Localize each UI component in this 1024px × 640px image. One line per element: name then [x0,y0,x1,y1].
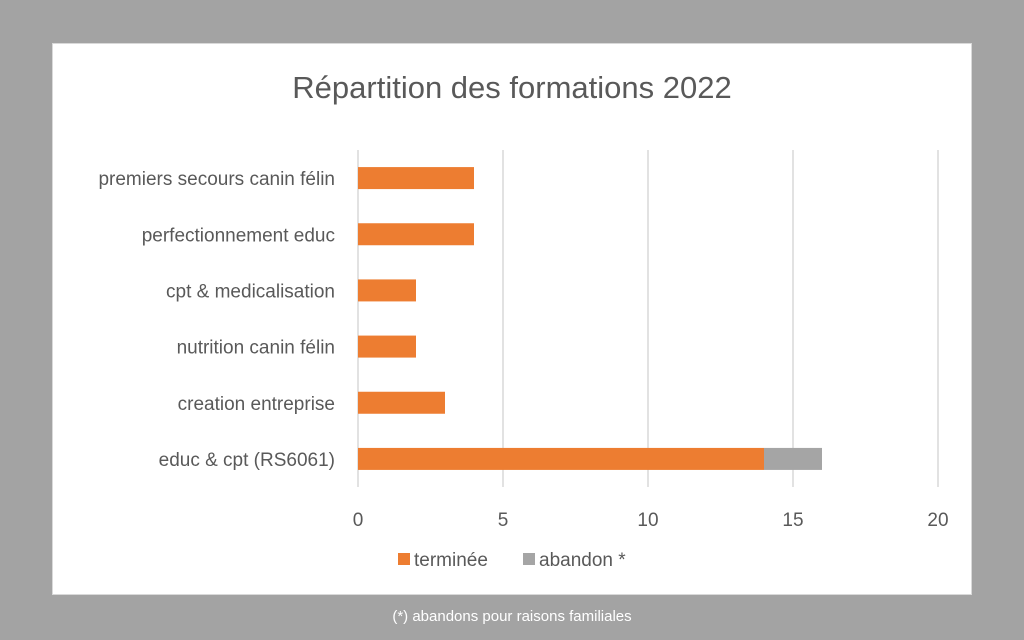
bar-terminee-3 [358,335,416,358]
chart-card [52,43,972,595]
bar-terminee-1 [358,223,474,246]
x-tick-label: 15 [782,510,803,531]
bar-abandon-5 [764,447,822,470]
x-tick-label: 20 [927,510,948,531]
chart-title: Répartition des formations 2022 [292,70,732,105]
category-label: creation entreprise [178,394,335,415]
category-label: educ & cpt (RS6061) [159,450,335,471]
bar-terminee-4 [358,391,445,414]
x-tick-label: 10 [637,510,658,531]
legend-terminee-swatch [398,553,410,565]
category-label: premiers secours canin félin [98,169,335,190]
x-tick-label: 0 [353,510,364,531]
x-tick-label: 5 [498,510,509,531]
category-label: perfectionnement educ [142,225,335,246]
legend-abandon-swatch [523,553,535,565]
footnote: (*) abandons pour raisons familiales [392,608,632,625]
bar-terminee-0 [358,167,474,190]
category-label: nutrition canin félin [177,338,335,359]
category-label: cpt & medicalisation [166,281,335,302]
legend-terminee-label: terminée [414,550,488,571]
bar-terminee-5 [358,447,764,470]
bar-terminee-2 [358,279,416,302]
legend-abandon-label: abandon * [539,550,626,571]
